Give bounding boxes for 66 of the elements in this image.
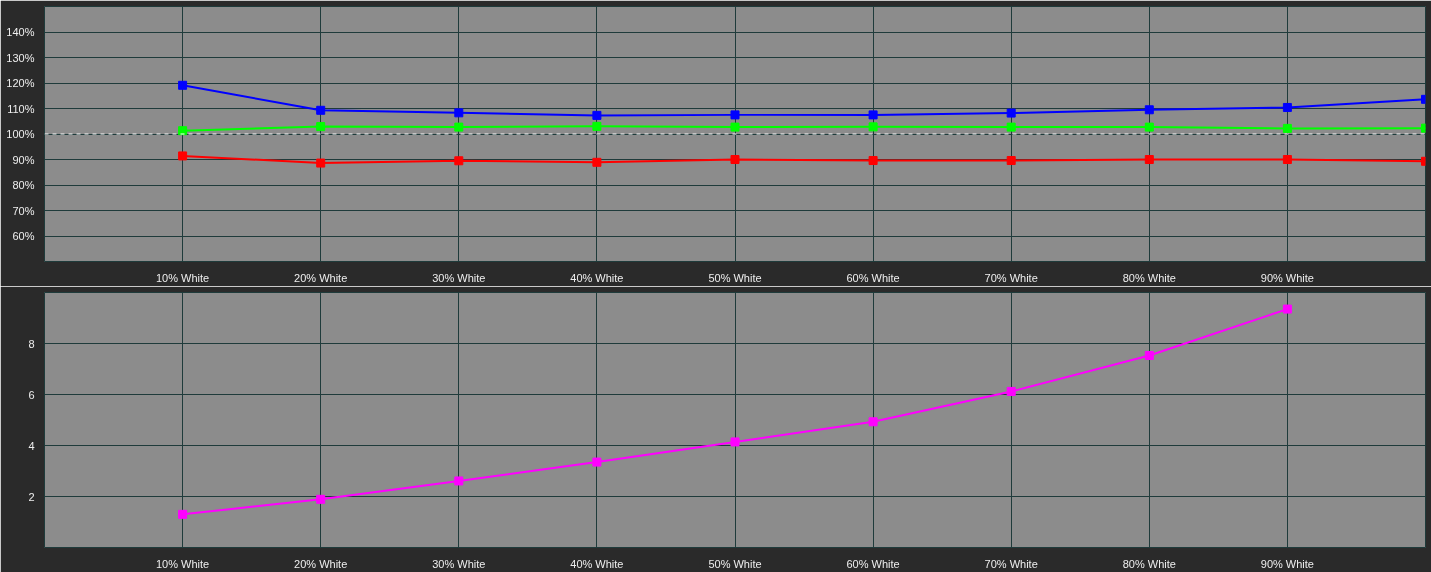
point (1282, 102, 1292, 112)
x-tick-label: 10% White (156, 271, 210, 284)
y-tick-label: 90% (12, 153, 35, 166)
y-tick-label: 2 (28, 490, 35, 503)
point (730, 110, 740, 120)
x-tick-label: 90% White (1260, 271, 1315, 284)
y-tick-label: 140% (6, 26, 35, 38)
point (178, 509, 188, 519)
point (1006, 122, 1016, 132)
y-tick-label: 6 (28, 388, 35, 401)
y-tick-label: 100% (6, 128, 35, 140)
y-tick-label: 120% (6, 77, 35, 89)
x-tick-label: 40% White (570, 271, 624, 284)
point (868, 110, 878, 120)
x-tick-label: 20% White (294, 271, 348, 284)
point (1282, 123, 1292, 133)
x-tick-label: 80% White (1122, 271, 1176, 284)
y-tick-label: 130% (6, 51, 35, 64)
point (454, 122, 464, 132)
point (1006, 386, 1016, 396)
point (730, 122, 740, 132)
point (730, 155, 740, 164)
point (178, 80, 188, 90)
point (592, 157, 602, 167)
y-tick-label: 70% (12, 204, 35, 217)
point (1144, 155, 1154, 164)
x-tick-label: 20% White (294, 557, 348, 570)
x-tick-label: 40% White (570, 557, 624, 570)
x-tick-label: 50% White (708, 557, 762, 570)
x-tick-label: 30% White (432, 271, 486, 284)
point (1006, 156, 1016, 166)
point (868, 417, 878, 427)
y-tick-label: 110% (7, 102, 35, 115)
x-tick-label: 80% White (1122, 557, 1176, 570)
point (1144, 105, 1154, 115)
point (1006, 108, 1016, 118)
x-tick-label: 70% White (984, 271, 1038, 284)
point (592, 110, 602, 120)
point (316, 494, 326, 504)
y-tick-label: 4 (28, 439, 35, 452)
point (454, 156, 464, 166)
y-tick-label: 8 (28, 337, 35, 350)
point (868, 122, 878, 132)
point (178, 151, 188, 161)
point (1282, 304, 1292, 314)
point (868, 156, 878, 166)
x-tick-label: 30% White (432, 557, 486, 570)
x-tick-label: 10% White (156, 557, 210, 570)
point (316, 158, 326, 168)
point (316, 122, 326, 132)
x-tick-label: 60% White (846, 271, 900, 284)
point (592, 457, 602, 467)
point (592, 121, 602, 131)
point (730, 437, 740, 447)
point (316, 105, 326, 115)
point (1282, 155, 1292, 164)
x-tick-label: 50% White (708, 271, 762, 284)
x-tick-label: 60% White (846, 557, 900, 570)
point (1144, 122, 1154, 132)
x-tick-label: 70% White (984, 557, 1038, 570)
point (454, 108, 464, 118)
y-tick-label: 60% (12, 230, 35, 242)
point (454, 476, 464, 486)
y-tick-label: 80% (12, 179, 35, 191)
point (1144, 350, 1154, 360)
x-tick-label: 90% White (1260, 557, 1315, 570)
